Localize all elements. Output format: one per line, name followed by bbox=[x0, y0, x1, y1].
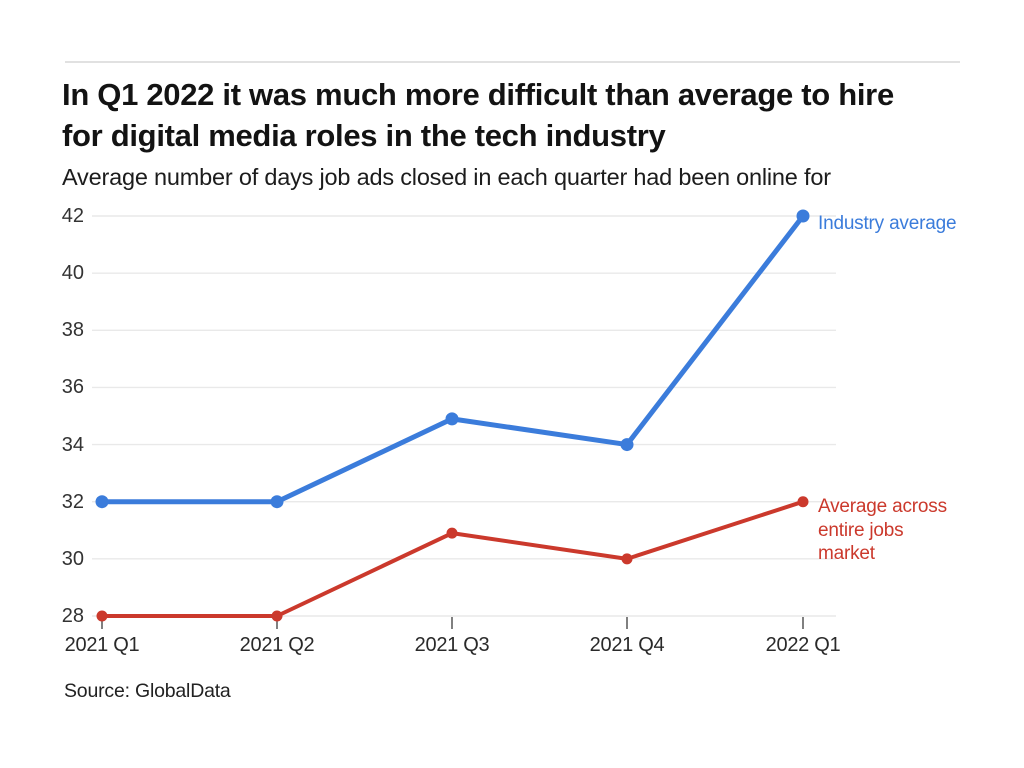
source-note: Source: GlobalData bbox=[64, 680, 231, 702]
y-tick-label-34: 34 bbox=[61, 433, 84, 456]
point-average-across-entire-jobs-market-0 bbox=[96, 610, 108, 622]
x-axis-ticks bbox=[101, 617, 804, 629]
y-tick-label-42: 42 bbox=[61, 205, 84, 227]
header-divider bbox=[65, 61, 960, 63]
point-industry-average-0 bbox=[95, 495, 109, 509]
x-tick-label-1: 2021 Q2 bbox=[239, 634, 315, 656]
point-industry-average-3 bbox=[620, 438, 634, 452]
point-average-across-entire-jobs-market-2 bbox=[446, 527, 458, 539]
x-tick-label-2: 2021 Q3 bbox=[414, 634, 490, 656]
point-industry-average-2 bbox=[445, 412, 459, 426]
point-industry-average-1 bbox=[270, 495, 284, 509]
series-label-industry-average: Industry average bbox=[818, 213, 957, 234]
y-tick-label-40: 40 bbox=[61, 262, 84, 285]
x-tick-label-4: 2022 Q1 bbox=[765, 634, 841, 656]
x-tick-label-3: 2021 Q4 bbox=[589, 634, 665, 656]
point-average-across-entire-jobs-market-3 bbox=[621, 553, 633, 565]
chart-subtitle: Average number of days job ads closed in… bbox=[62, 164, 831, 190]
series-label-jobs-market: Average across entire jobs market bbox=[818, 496, 947, 564]
gridlines bbox=[92, 215, 836, 617]
y-tick-label-38: 38 bbox=[61, 319, 84, 342]
series-lines bbox=[95, 209, 810, 622]
point-industry-average-4 bbox=[796, 209, 810, 223]
x-tick-label-0: 2021 Q1 bbox=[64, 634, 140, 656]
chart-title: In Q1 2022 it was much more difficult th… bbox=[62, 77, 894, 153]
y-tick-label-32: 32 bbox=[61, 490, 84, 513]
point-average-across-entire-jobs-market-4 bbox=[797, 496, 809, 508]
line-industry-average bbox=[99, 213, 806, 505]
y-tick-label-30: 30 bbox=[61, 547, 84, 570]
y-tick-label-36: 36 bbox=[61, 376, 84, 399]
y-tick-label-28: 28 bbox=[61, 605, 84, 627]
point-average-across-entire-jobs-market-1 bbox=[271, 610, 283, 622]
